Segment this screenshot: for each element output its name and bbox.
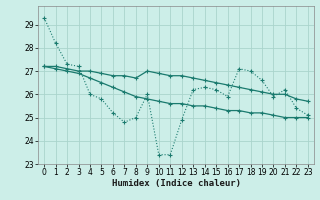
X-axis label: Humidex (Indice chaleur): Humidex (Indice chaleur) xyxy=(111,179,241,188)
